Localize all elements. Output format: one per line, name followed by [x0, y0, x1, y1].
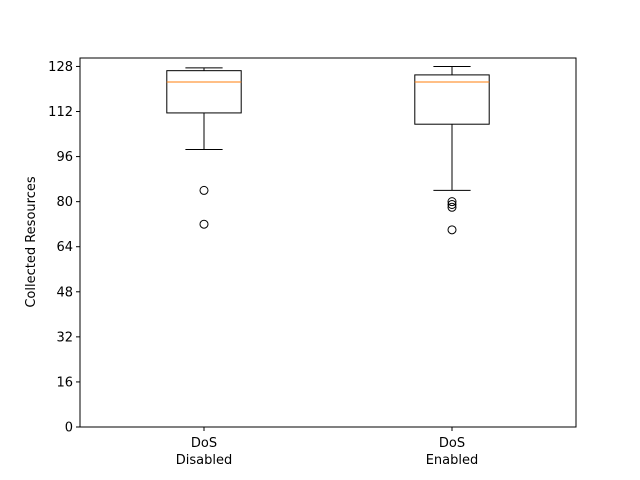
box-2 [414, 65, 490, 235]
x-tick-label-line1: DoS [439, 436, 465, 451]
x-tick-label-line2: Disabled [176, 453, 232, 468]
x-axis: DoS Disabled DoS Enabled [176, 427, 479, 468]
y-tick-label: 32 [56, 330, 73, 345]
box-1 [166, 67, 242, 229]
y-axis: 0 16 32 48 64 80 96 112 128 [48, 60, 80, 436]
iqr-box [414, 74, 490, 125]
y-tick-label: 48 [56, 285, 73, 300]
y-tick-label: 16 [56, 375, 73, 390]
iqr-box [166, 70, 242, 114]
outlier-point [447, 202, 457, 212]
outlier-point [199, 185, 209, 195]
outlier-point [447, 199, 457, 209]
outlier-point [199, 219, 209, 229]
plot-area [80, 58, 576, 427]
outlier-point [447, 197, 457, 207]
boxes-group [166, 65, 490, 235]
plot-frame [79, 57, 577, 428]
outlier-point [447, 225, 457, 235]
x-tick-label-line2: Enabled [426, 453, 479, 468]
y-tick-label: 80 [56, 195, 73, 210]
y-tick-label: 112 [48, 105, 73, 120]
y-tick-label: 96 [56, 150, 73, 165]
y-tick-label: 0 [65, 421, 73, 436]
y-tick-label: 128 [48, 60, 73, 75]
y-axis-label: Collected Resources [24, 176, 39, 307]
y-tick-label: 64 [56, 240, 73, 255]
x-tick-label-line1: DoS [191, 436, 217, 451]
